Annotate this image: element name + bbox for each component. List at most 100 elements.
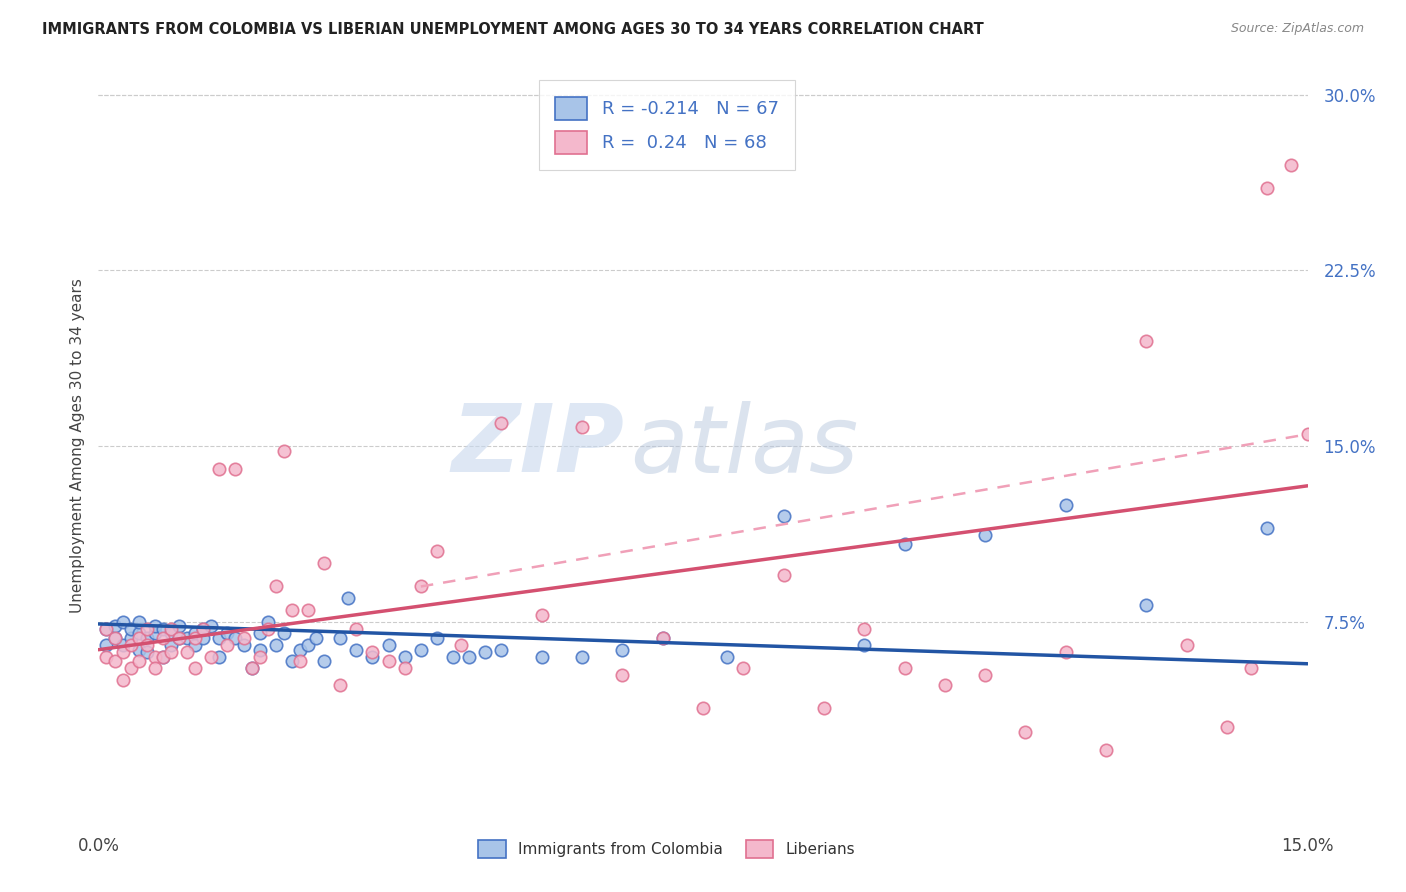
Point (103, 631, 125, 645)
Point (297, 638, 319, 652)
Point (281, 655, 304, 669)
Point (1054, 498, 1077, 512)
Point (240, 661, 263, 675)
Point (143, 649, 166, 664)
Point (314, 655, 336, 669)
Point (264, 580, 287, 594)
Point (143, 619, 166, 633)
Point (193, 622, 215, 636)
Point (232, 638, 254, 652)
Point (135, 631, 157, 645)
Point (314, 556, 336, 570)
Point (530, 649, 553, 664)
Point (160, 626, 183, 640)
Text: atlas: atlas (630, 401, 859, 491)
Point (152, 649, 174, 664)
Legend: Immigrants from Colombia, Liberians: Immigrants from Colombia, Liberians (471, 832, 863, 865)
Point (217, 626, 239, 640)
Point (1281, 158, 1303, 172)
Point (974, 668, 997, 682)
Point (111, 673, 134, 688)
Point (692, 701, 714, 715)
Point (288, 642, 311, 657)
Point (152, 649, 174, 664)
Point (217, 638, 239, 652)
Point (772, 509, 794, 524)
Point (772, 567, 794, 582)
Point (288, 655, 311, 669)
Point (240, 661, 263, 675)
Point (103, 619, 125, 633)
Point (264, 638, 287, 652)
Point (409, 580, 432, 594)
Point (224, 631, 246, 645)
Point (184, 638, 207, 652)
Point (120, 631, 142, 645)
Point (208, 462, 231, 476)
Point (441, 649, 464, 664)
Point (474, 645, 496, 659)
Point (1296, 427, 1319, 442)
Point (491, 416, 513, 430)
Point (530, 607, 553, 622)
Point (1135, 598, 1157, 612)
Point (329, 631, 352, 645)
Point (128, 642, 150, 657)
Point (96, 649, 118, 664)
Point (160, 622, 183, 636)
Point (344, 622, 367, 636)
Point (184, 631, 207, 645)
Point (200, 619, 222, 633)
Point (135, 638, 157, 652)
Point (256, 622, 278, 636)
Point (651, 631, 673, 645)
Point (128, 615, 150, 629)
Point (651, 631, 673, 645)
Point (256, 615, 278, 629)
Point (103, 655, 125, 669)
Point (135, 645, 157, 659)
Point (377, 655, 399, 669)
Point (1054, 645, 1077, 659)
Point (337, 591, 360, 606)
Text: ZIP: ZIP (451, 400, 624, 492)
Point (200, 649, 222, 664)
Point (612, 642, 634, 657)
Point (96, 638, 118, 652)
Point (426, 631, 449, 645)
Point (853, 638, 876, 652)
Point (176, 631, 198, 645)
Point (612, 668, 634, 682)
Point (344, 642, 367, 657)
Point (361, 645, 384, 659)
Point (409, 642, 432, 657)
Point (143, 626, 166, 640)
Point (224, 462, 246, 476)
Point (249, 642, 271, 657)
Point (184, 661, 207, 675)
Point (152, 622, 174, 636)
Point (329, 678, 352, 692)
Point (96, 622, 118, 636)
Point (426, 544, 449, 558)
Point (1216, 720, 1239, 734)
Point (120, 638, 142, 652)
Point (160, 645, 183, 659)
Point (893, 661, 915, 675)
Point (167, 631, 190, 645)
Point (974, 528, 997, 542)
Point (111, 638, 134, 652)
Point (571, 420, 593, 434)
Point (120, 661, 142, 675)
Point (571, 649, 593, 664)
Point (128, 655, 150, 669)
Point (377, 638, 399, 652)
Point (273, 626, 295, 640)
Point (394, 649, 416, 664)
Point (176, 645, 198, 659)
Point (208, 649, 231, 664)
Text: Source: ZipAtlas.com: Source: ZipAtlas.com (1230, 22, 1364, 36)
Point (96, 622, 118, 636)
Point (281, 603, 304, 617)
Point (1014, 724, 1036, 739)
